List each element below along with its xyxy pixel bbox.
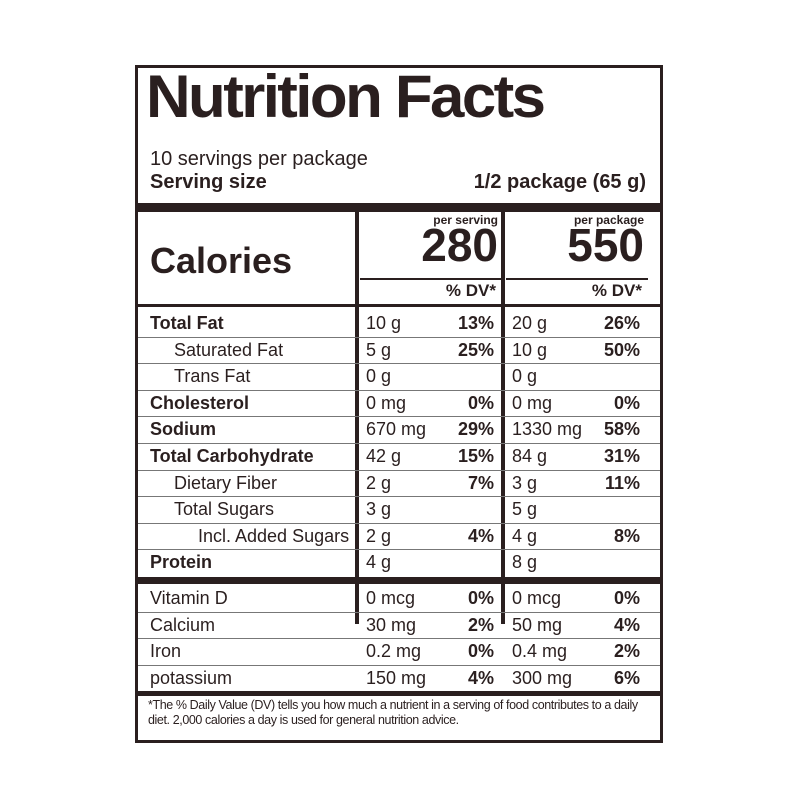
dv-header: % DV* [445,281,496,300]
calories-value: 280 [421,219,498,271]
heavy-rule [138,577,660,584]
amount: 42 g [366,446,402,466]
column-rule [501,212,505,624]
calories-value: 550 [567,219,644,271]
serving-size-label: Serving size [150,171,267,193]
row-rule [138,443,660,444]
amount: 84 g [512,446,548,466]
daily-value: 29% [457,419,494,440]
daily-value: 25% [457,339,494,360]
title: Nutrition Facts [146,63,546,130]
footnote: *The % Daily Value (DV) tells you how mu… [148,698,638,727]
row-rule [138,638,660,640]
nutrient-name: Total Carbohydrate [150,446,314,466]
row-rule [138,469,660,471]
nutrient-name: Sodium [150,419,216,440]
amount: 0 g [366,366,392,387]
nutrient-name: potassium [150,667,233,688]
amount: 0 mcg [366,588,416,608]
nutrient-name: Incl. Added Sugars [198,525,350,546]
daily-value: 13% [457,313,494,333]
amount: 5 g [366,339,392,360]
daily-value: 31% [603,446,640,466]
row-rule [138,549,660,551]
amount: 30 mg [366,614,417,635]
column-rule [355,212,359,624]
amount: 0 mg [512,392,553,413]
nutrition-label: Nutrition Facts 10 servings per package … [135,63,663,743]
daily-value: 11% [604,472,640,493]
nutrient-name: Total Sugars [174,499,275,520]
amount: 20 g [512,313,548,333]
nutrient-name: Vitamin D [150,588,228,608]
nutrient-name: Calcium [150,614,216,635]
daily-value: 4% [467,525,494,546]
nutrient-name: Dietary Fiber [174,472,278,493]
amount: 10 g [366,313,402,333]
amount: 3 g [366,499,392,520]
amount: 0 g [512,366,538,387]
column-header: per serving [433,213,498,227]
amount: 4 g [512,525,538,546]
amount: 3 g [512,472,538,493]
nutrient-name: Saturated Fat [174,339,284,360]
amount: 150 mg [366,667,427,688]
daily-value: 7% [467,472,494,493]
daily-value: 50% [603,339,640,360]
amount: 0 mg [366,392,407,413]
daily-value: 2% [613,641,640,662]
row-rule [138,363,660,365]
row-rule [138,416,660,418]
amount: 4 g [366,552,392,573]
amount: 0 mcg [512,588,562,608]
row-rule [138,611,660,613]
daily-value: 8% [613,525,640,546]
daily-value: 0% [467,588,494,608]
daily-value: 0% [467,392,494,413]
nutrient-name: Iron [150,641,182,662]
row-rule [138,336,660,338]
calories-label: Calories [150,240,293,281]
daily-value: 4% [467,667,494,688]
nutrient-name: Total Fat [150,313,224,333]
amount: 2 g [366,525,392,546]
daily-value: 58% [603,419,640,440]
amount: 8 g [512,552,538,573]
rule [506,278,648,280]
row-rule [138,522,660,524]
nutrient-name: Cholesterol [150,392,250,413]
daily-value: 0% [613,588,640,608]
amount: 300 mg [512,667,573,688]
amount: 1330 mg [512,419,583,440]
daily-value: 26% [603,313,640,333]
amount: 10 g [512,339,548,360]
daily-value: 15% [457,446,494,466]
row-rule [138,389,660,391]
amount: 2 g [366,472,392,493]
amount: 50 mg [512,614,563,635]
amount: 0.2 mg [366,641,422,662]
heavy-rule [138,203,660,212]
nutrient-name: Trans Fat [174,366,251,387]
daily-value: 6% [613,667,640,688]
column-header: per package [573,213,644,227]
amount: 0.4 mg [512,641,568,662]
rule [360,278,502,280]
nutrient-name: Protein [150,552,213,573]
heavy-rule [138,691,660,696]
daily-value: 4% [613,614,640,635]
amount: 670 mg [366,419,427,440]
servings: 10 servings per package [150,148,368,170]
daily-value: 0% [467,641,494,662]
daily-value: 0% [613,392,640,413]
rule [138,304,660,307]
serving-size: 1/2 package (65 g) [473,171,646,193]
amount: 5 g [512,499,538,520]
row-rule [138,664,660,666]
row-rule [138,496,660,498]
daily-value: 2% [467,614,494,635]
dv-header: % DV* [591,281,642,300]
